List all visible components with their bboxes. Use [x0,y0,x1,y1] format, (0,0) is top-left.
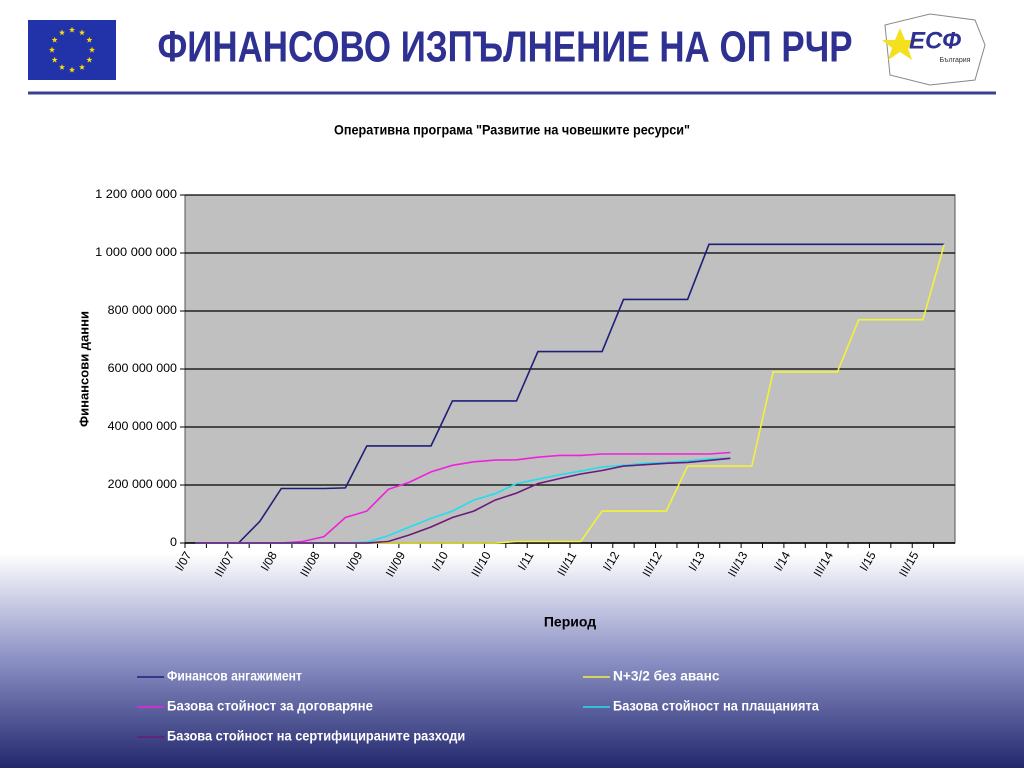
logo-map [884,13,986,86]
logo-text: ЕСФ [909,27,961,54]
chart-title: Оперативна програма "Развитие на човешки… [334,122,690,138]
eu-star [86,56,93,63]
legend-label: Финансов ангажимент [167,668,302,684]
series-line [195,243,945,544]
eu-star [89,46,95,53]
eu-star [69,66,75,73]
slide-title: ФИНАНСОВО ИЗПЪЛНЕНИЕ НА ОП РЧР [158,23,853,72]
y-tick-label: 400 000 000 [108,419,178,433]
y-axis-label: Финансови данни [76,311,91,427]
eu-star [51,36,58,43]
x-axis-label: Период [544,614,596,630]
eu-star [86,36,93,43]
y-tick-label: 200 000 000 [108,477,178,491]
legend-label: N+3/2 без аванс [613,668,720,684]
y-tick-label: 800 000 000 [108,303,178,317]
legend-label: Базова стойност за договаряне [167,698,373,714]
legend-label: Базова стойност на плащанията [613,698,819,714]
logo-subtext: България [940,57,971,64]
eu-star [59,64,65,70]
eu-star [51,56,58,63]
y-tick-label: 1 200 000 000 [95,187,177,201]
series-line [195,457,731,544]
eu-stars [49,26,95,73]
legend-label: Базова стойност на сертифицираните разхо… [167,728,465,744]
eu-star [59,29,65,36]
y-tick-label: 600 000 000 [108,361,178,375]
eu-star [69,26,75,33]
y-tick-label: 1 000 000 000 [95,245,177,259]
eu-star [79,64,85,70]
eu-star [79,29,85,36]
y-tick-label: 0 [170,535,177,549]
logo-star [882,28,918,60]
eu-star [49,46,55,53]
